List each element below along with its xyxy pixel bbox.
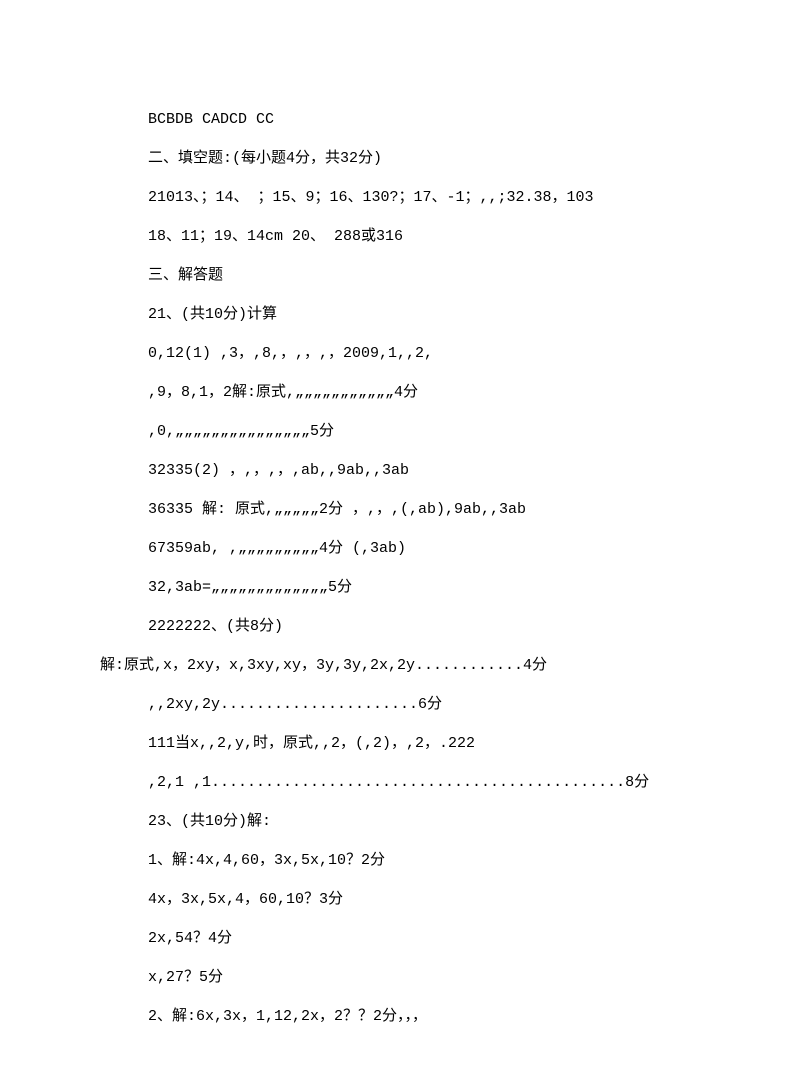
line-4: 18、11；19、14cm 20、 288或316 — [0, 217, 800, 256]
line-12: 67359ab, ,„„„„„„„„„4分 (,3ab) — [0, 529, 800, 568]
document-body: BCBDB CADCD CC二、填空题:(每小题4分，共32分)21013、；1… — [0, 100, 800, 1036]
line-19: 23、(共10分)解: — [0, 802, 800, 841]
line-9: ,0,„„„„„„„„„„„„„„„5分 — [0, 412, 800, 451]
line-20: 1、解:4x,4,60，3x,5x,10？2分 — [0, 841, 800, 880]
line-14: 2222222、(共8分) — [0, 607, 800, 646]
line-8: ,9，8,1，2解:原式,„„„„„„„„„„„4分 — [0, 373, 800, 412]
line-6: 21、(共10分)计算 — [0, 295, 800, 334]
line-17: 111当x,,2,y,时，原式,,2，(,2)，,2，.222 — [0, 724, 800, 763]
line-7: 0,12(1) ,3，,8,，,，,，2009,1,,2, — [0, 334, 800, 373]
line-16: ,,2xy,2y......................6分 — [0, 685, 800, 724]
line-10: 32335(2) ，,，,，,ab,,9ab,,3ab — [0, 451, 800, 490]
line-13: 32,3ab=„„„„„„„„„„„„„5分 — [0, 568, 800, 607]
line-5: 三、解答题 — [0, 256, 800, 295]
line-24: 2、解:6x,3x，1,12,2x，2？？2分，，， — [0, 997, 800, 1036]
line-2: 二、填空题:(每小题4分，共32分) — [0, 139, 800, 178]
line-11: 36335 解: 原式,„„„„„2分 ，,，,(,ab),9ab,,3ab — [0, 490, 800, 529]
line-1: BCBDB CADCD CC — [0, 100, 800, 139]
line-18: ,2,1 ,1.................................… — [0, 763, 800, 802]
line-23: x,27？5分 — [0, 958, 800, 997]
line-3: 21013、；14、 ；15、9；16、130?；17、-1；,,;32.38，… — [0, 178, 800, 217]
line-21: 4x，3x,5x,4，60,10？3分 — [0, 880, 800, 919]
line-15: 解:原式,x，2xy，x,3xy,xy，3y,3y,2x,2y.........… — [0, 646, 800, 685]
line-22: 2x,54？4分 — [0, 919, 800, 958]
